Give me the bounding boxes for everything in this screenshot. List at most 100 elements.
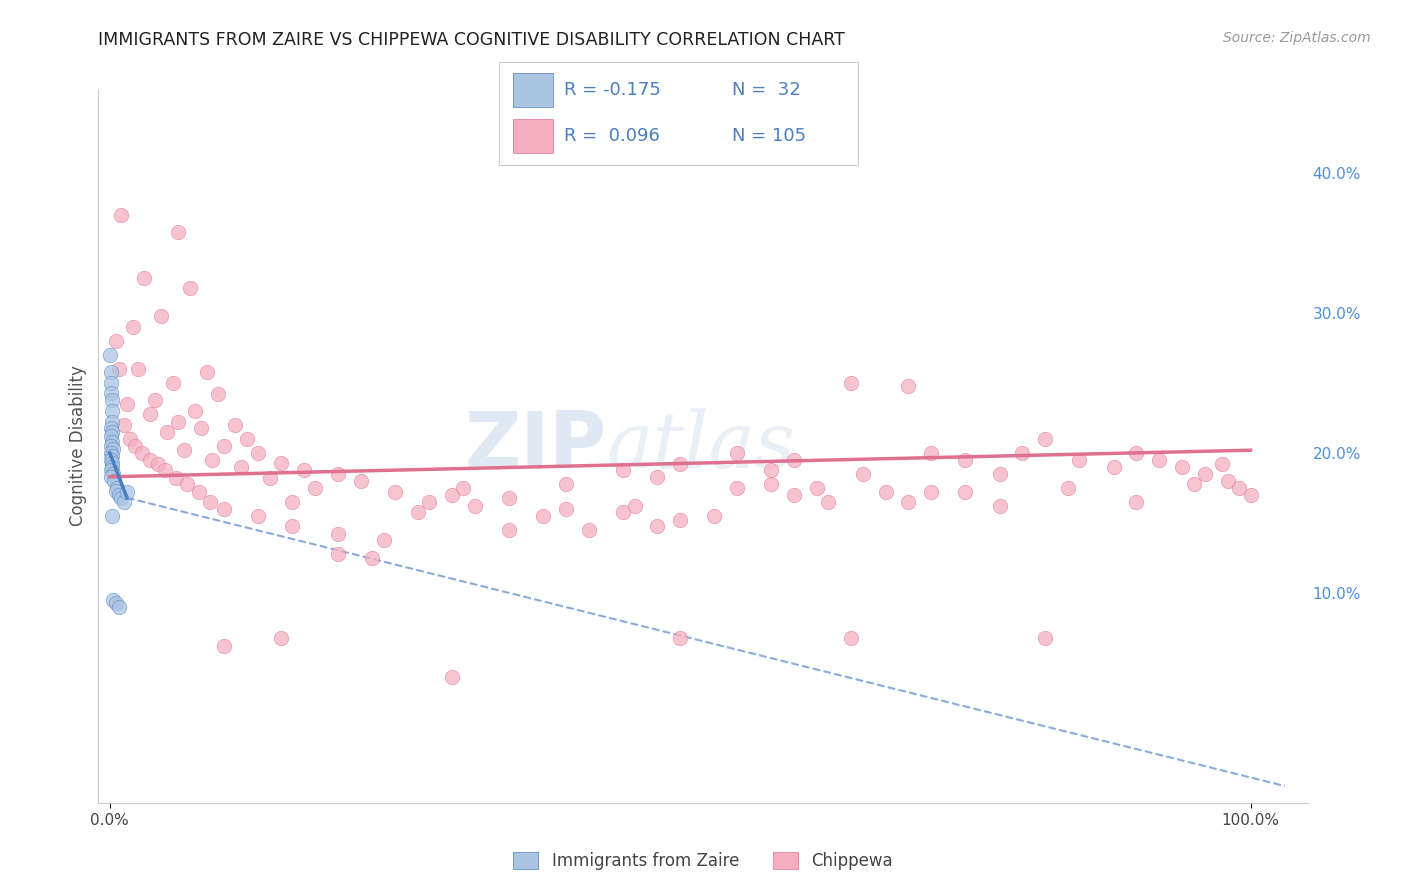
- Point: [100, 463, 122, 477]
- Point: [1227, 481, 1250, 495]
- Point: [1033, 432, 1056, 446]
- Point: [101, 449, 124, 463]
- Point: [406, 505, 429, 519]
- Point: [1125, 495, 1147, 509]
- Point: [270, 631, 292, 645]
- Point: [612, 505, 634, 519]
- Point: [139, 453, 162, 467]
- Point: [1125, 446, 1147, 460]
- Point: [103, 467, 125, 481]
- Point: [852, 467, 875, 481]
- Point: [612, 463, 634, 477]
- Point: [725, 446, 748, 460]
- Point: [167, 415, 190, 429]
- Point: [955, 453, 977, 467]
- Point: [212, 502, 235, 516]
- Point: [110, 208, 132, 222]
- Point: [920, 485, 942, 500]
- Point: [120, 432, 142, 446]
- Point: [326, 467, 349, 481]
- Point: [555, 502, 578, 516]
- Point: [100, 365, 122, 379]
- Point: [783, 488, 806, 502]
- Point: [100, 385, 122, 400]
- Point: [920, 446, 942, 460]
- Point: [326, 547, 349, 561]
- Point: [464, 499, 486, 513]
- Point: [112, 417, 135, 432]
- Point: [100, 453, 122, 467]
- Point: [101, 404, 124, 418]
- Point: [184, 404, 207, 418]
- Point: [165, 471, 187, 485]
- Point: [100, 470, 122, 484]
- Point: [373, 533, 395, 547]
- Point: [103, 593, 125, 607]
- Point: [1182, 476, 1205, 491]
- Point: [229, 460, 252, 475]
- Point: [1149, 453, 1171, 467]
- Point: [105, 481, 128, 495]
- Point: [150, 309, 173, 323]
- Point: [988, 467, 1011, 481]
- Point: [270, 456, 292, 470]
- Point: [669, 631, 692, 645]
- Point: [761, 463, 783, 477]
- Point: [100, 439, 122, 453]
- Point: [1171, 460, 1194, 475]
- Point: [1211, 457, 1233, 471]
- Point: [153, 463, 176, 477]
- Point: [623, 499, 645, 513]
- Point: [555, 476, 578, 491]
- Point: [104, 596, 127, 610]
- Text: atlas: atlas: [606, 408, 794, 484]
- Point: [162, 376, 184, 390]
- Point: [173, 443, 195, 458]
- Point: [235, 432, 257, 446]
- Point: [101, 460, 124, 475]
- Point: [201, 453, 224, 467]
- Text: N =  32: N = 32: [733, 80, 801, 99]
- Point: [669, 457, 692, 471]
- Point: [100, 376, 122, 390]
- Point: [124, 439, 146, 453]
- Point: [195, 365, 218, 379]
- Text: IMMIGRANTS FROM ZAIRE VS CHIPPEWA COGNITIVE DISABILITY CORRELATION CHART: IMMIGRANTS FROM ZAIRE VS CHIPPEWA COGNIT…: [98, 31, 845, 49]
- Point: [104, 483, 127, 498]
- Point: [247, 508, 270, 523]
- Point: [761, 476, 783, 491]
- Point: [100, 421, 122, 435]
- Point: [839, 376, 862, 390]
- Text: N = 105: N = 105: [733, 127, 806, 145]
- Point: [326, 527, 349, 541]
- Point: [145, 392, 167, 407]
- Point: [281, 495, 304, 509]
- Point: [1033, 631, 1056, 645]
- Point: [669, 513, 692, 527]
- Point: [647, 470, 669, 484]
- Point: [441, 488, 464, 502]
- Point: [200, 495, 222, 509]
- Point: [190, 421, 212, 435]
- Point: [101, 434, 124, 449]
- Point: [1216, 474, 1239, 488]
- Point: [98, 348, 121, 362]
- Point: [418, 495, 440, 509]
- Point: [259, 471, 281, 485]
- Point: [247, 446, 270, 460]
- Point: [187, 485, 209, 500]
- Point: [1011, 446, 1033, 460]
- Point: [108, 488, 131, 502]
- Point: [112, 495, 135, 509]
- Point: [703, 508, 725, 523]
- Point: [103, 442, 125, 456]
- Point: [100, 446, 122, 460]
- Point: [304, 481, 326, 495]
- Point: [897, 379, 920, 393]
- Point: [806, 481, 828, 495]
- Point: [647, 518, 669, 533]
- Point: [167, 225, 190, 239]
- Point: [108, 362, 131, 376]
- Point: [212, 439, 235, 453]
- Y-axis label: Cognitive Disability: Cognitive Disability: [69, 366, 87, 526]
